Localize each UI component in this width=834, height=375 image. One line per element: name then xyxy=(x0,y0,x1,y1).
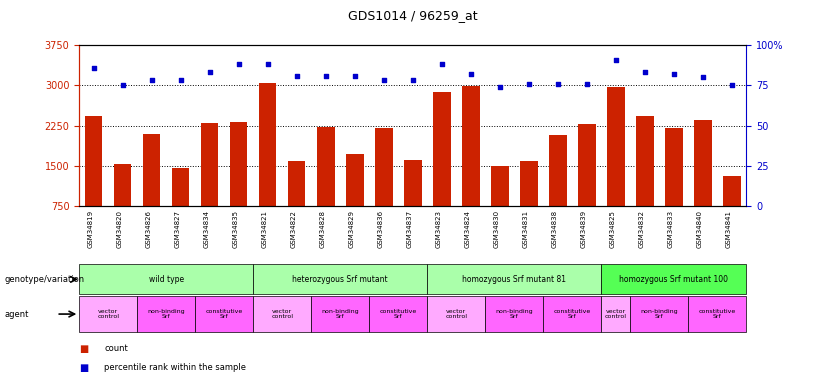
Point xyxy=(638,69,651,75)
Bar xyxy=(666,128,682,247)
Text: GSM34825: GSM34825 xyxy=(610,210,615,248)
Point xyxy=(116,82,129,88)
Point xyxy=(377,78,390,84)
Text: GSM34836: GSM34836 xyxy=(378,210,384,248)
Text: GSM34834: GSM34834 xyxy=(203,210,210,248)
Text: heterozygous Srf mutant: heterozygous Srf mutant xyxy=(293,275,388,284)
Point xyxy=(232,62,245,68)
Text: non-binding
Srf: non-binding Srf xyxy=(148,309,185,320)
Point xyxy=(87,64,100,70)
Bar xyxy=(694,120,711,247)
Bar xyxy=(172,168,189,247)
Text: GSM34832: GSM34832 xyxy=(639,210,645,248)
Bar xyxy=(317,127,334,247)
Bar xyxy=(259,83,277,247)
Text: GSM34822: GSM34822 xyxy=(291,210,297,248)
Point xyxy=(261,62,274,68)
Point xyxy=(319,73,333,79)
Text: wild type: wild type xyxy=(148,275,183,284)
Text: GSM34824: GSM34824 xyxy=(465,210,471,248)
Text: genotype/variation: genotype/variation xyxy=(4,275,84,284)
Text: GSM34820: GSM34820 xyxy=(117,210,123,248)
Text: vector
control: vector control xyxy=(605,309,627,320)
Text: vector
control: vector control xyxy=(445,309,467,320)
Bar xyxy=(462,86,480,247)
Point xyxy=(696,74,710,80)
Bar xyxy=(85,116,103,247)
Text: GSM34837: GSM34837 xyxy=(407,210,413,248)
Text: agent: agent xyxy=(4,310,28,319)
Text: GSM34838: GSM34838 xyxy=(552,210,558,248)
Text: constitutive
Srf: constitutive Srf xyxy=(379,309,417,320)
Point xyxy=(290,73,304,79)
Text: GSM34827: GSM34827 xyxy=(175,210,181,248)
Text: GSM34821: GSM34821 xyxy=(262,210,268,248)
Bar xyxy=(375,128,393,247)
Bar xyxy=(114,164,132,247)
Text: constitutive
Srf: constitutive Srf xyxy=(554,309,591,320)
Text: GSM34823: GSM34823 xyxy=(436,210,442,248)
Text: ■: ■ xyxy=(79,344,88,354)
Bar xyxy=(549,135,566,247)
Text: constitutive
Srf: constitutive Srf xyxy=(206,309,243,320)
Text: GDS1014 / 96259_at: GDS1014 / 96259_at xyxy=(348,9,478,22)
Text: vector
control: vector control xyxy=(98,309,119,320)
Point xyxy=(145,78,158,84)
Point xyxy=(551,81,565,87)
Text: vector
control: vector control xyxy=(271,309,294,320)
Text: GSM34841: GSM34841 xyxy=(726,210,732,248)
Point xyxy=(435,62,449,68)
Bar xyxy=(288,161,305,247)
Text: non-binding
Srf: non-binding Srf xyxy=(321,309,359,320)
Point xyxy=(406,78,420,84)
Bar xyxy=(143,134,160,247)
Text: GSM34828: GSM34828 xyxy=(319,210,326,248)
Text: percentile rank within the sample: percentile rank within the sample xyxy=(104,363,246,372)
Point xyxy=(493,84,506,90)
Bar xyxy=(520,161,538,247)
Point xyxy=(348,73,361,79)
Bar xyxy=(607,87,625,247)
Text: GSM34831: GSM34831 xyxy=(523,210,529,248)
Bar xyxy=(723,176,741,247)
Point xyxy=(174,78,188,84)
Text: GSM34826: GSM34826 xyxy=(146,210,152,248)
Text: GSM34835: GSM34835 xyxy=(233,210,239,248)
Bar xyxy=(404,160,421,247)
Point xyxy=(609,57,622,63)
Point xyxy=(203,69,217,75)
Bar xyxy=(491,166,509,247)
Text: homozygous Srf mutant 81: homozygous Srf mutant 81 xyxy=(462,275,566,284)
Text: homozygous Srf mutant 100: homozygous Srf mutant 100 xyxy=(620,275,728,284)
Text: GSM34833: GSM34833 xyxy=(668,210,674,248)
Text: non-binding
Srf: non-binding Srf xyxy=(641,309,678,320)
Text: GSM34830: GSM34830 xyxy=(494,210,500,248)
Text: constitutive
Srf: constitutive Srf xyxy=(699,309,736,320)
Point xyxy=(522,81,535,87)
Point xyxy=(667,71,681,77)
Bar xyxy=(201,123,219,247)
Text: non-binding
Srf: non-binding Srf xyxy=(495,309,533,320)
Point xyxy=(726,82,739,88)
Text: GSM34819: GSM34819 xyxy=(88,210,93,248)
Bar xyxy=(230,122,248,247)
Bar xyxy=(433,92,450,247)
Point xyxy=(580,81,594,87)
Bar xyxy=(636,117,654,247)
Text: GSM34839: GSM34839 xyxy=(581,210,587,248)
Text: ■: ■ xyxy=(79,363,88,372)
Point xyxy=(465,71,478,77)
Text: GSM34829: GSM34829 xyxy=(349,210,354,248)
Bar xyxy=(578,124,595,247)
Text: count: count xyxy=(104,344,128,353)
Bar xyxy=(346,154,364,247)
Text: GSM34840: GSM34840 xyxy=(697,210,703,248)
